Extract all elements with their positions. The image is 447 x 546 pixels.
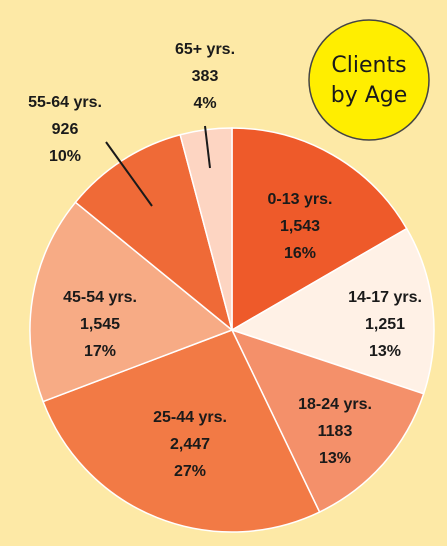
slice-label: 65+ yrs. — [175, 41, 235, 58]
leader-line — [204, 125, 211, 169]
chart-title: Clients — [331, 53, 406, 78]
pie-slice — [230, 328, 425, 514]
value-label: 2,447 — [170, 436, 210, 453]
slice-label: 14-17 yrs. — [348, 289, 422, 306]
chart-title: by Age — [331, 83, 408, 108]
value-label: 1,251 — [365, 316, 405, 333]
percent-label: 17% — [84, 343, 116, 360]
value-label: 1183 — [318, 423, 353, 440]
title-badge — [308, 19, 430, 141]
slice-label: 45-54 yrs. — [63, 289, 137, 306]
pie-slice — [230, 227, 435, 395]
slice-label: 55-64 yrs. — [28, 94, 102, 111]
pie-slice — [231, 127, 408, 332]
pie-slice — [42, 329, 321, 533]
percent-label: 10% — [49, 148, 81, 165]
pie — [29, 127, 435, 533]
percent-label: 27% — [174, 463, 206, 480]
leader-line — [105, 141, 153, 207]
value-label: 1,545 — [80, 316, 120, 333]
slice-label: 18-24 yrs. — [298, 396, 372, 413]
percent-label: 13% — [319, 450, 351, 467]
value-label: 383 — [192, 68, 219, 85]
percent-label: 16% — [284, 245, 316, 262]
value-label: 926 — [52, 121, 79, 138]
percent-label: 4% — [193, 95, 216, 112]
percent-label: 13% — [369, 343, 401, 360]
value-label: 1,543 — [280, 218, 320, 235]
slice-label: 25-44 yrs. — [153, 409, 227, 426]
slice-label: 0-13 yrs. — [268, 191, 333, 208]
pie-slice — [29, 201, 234, 403]
